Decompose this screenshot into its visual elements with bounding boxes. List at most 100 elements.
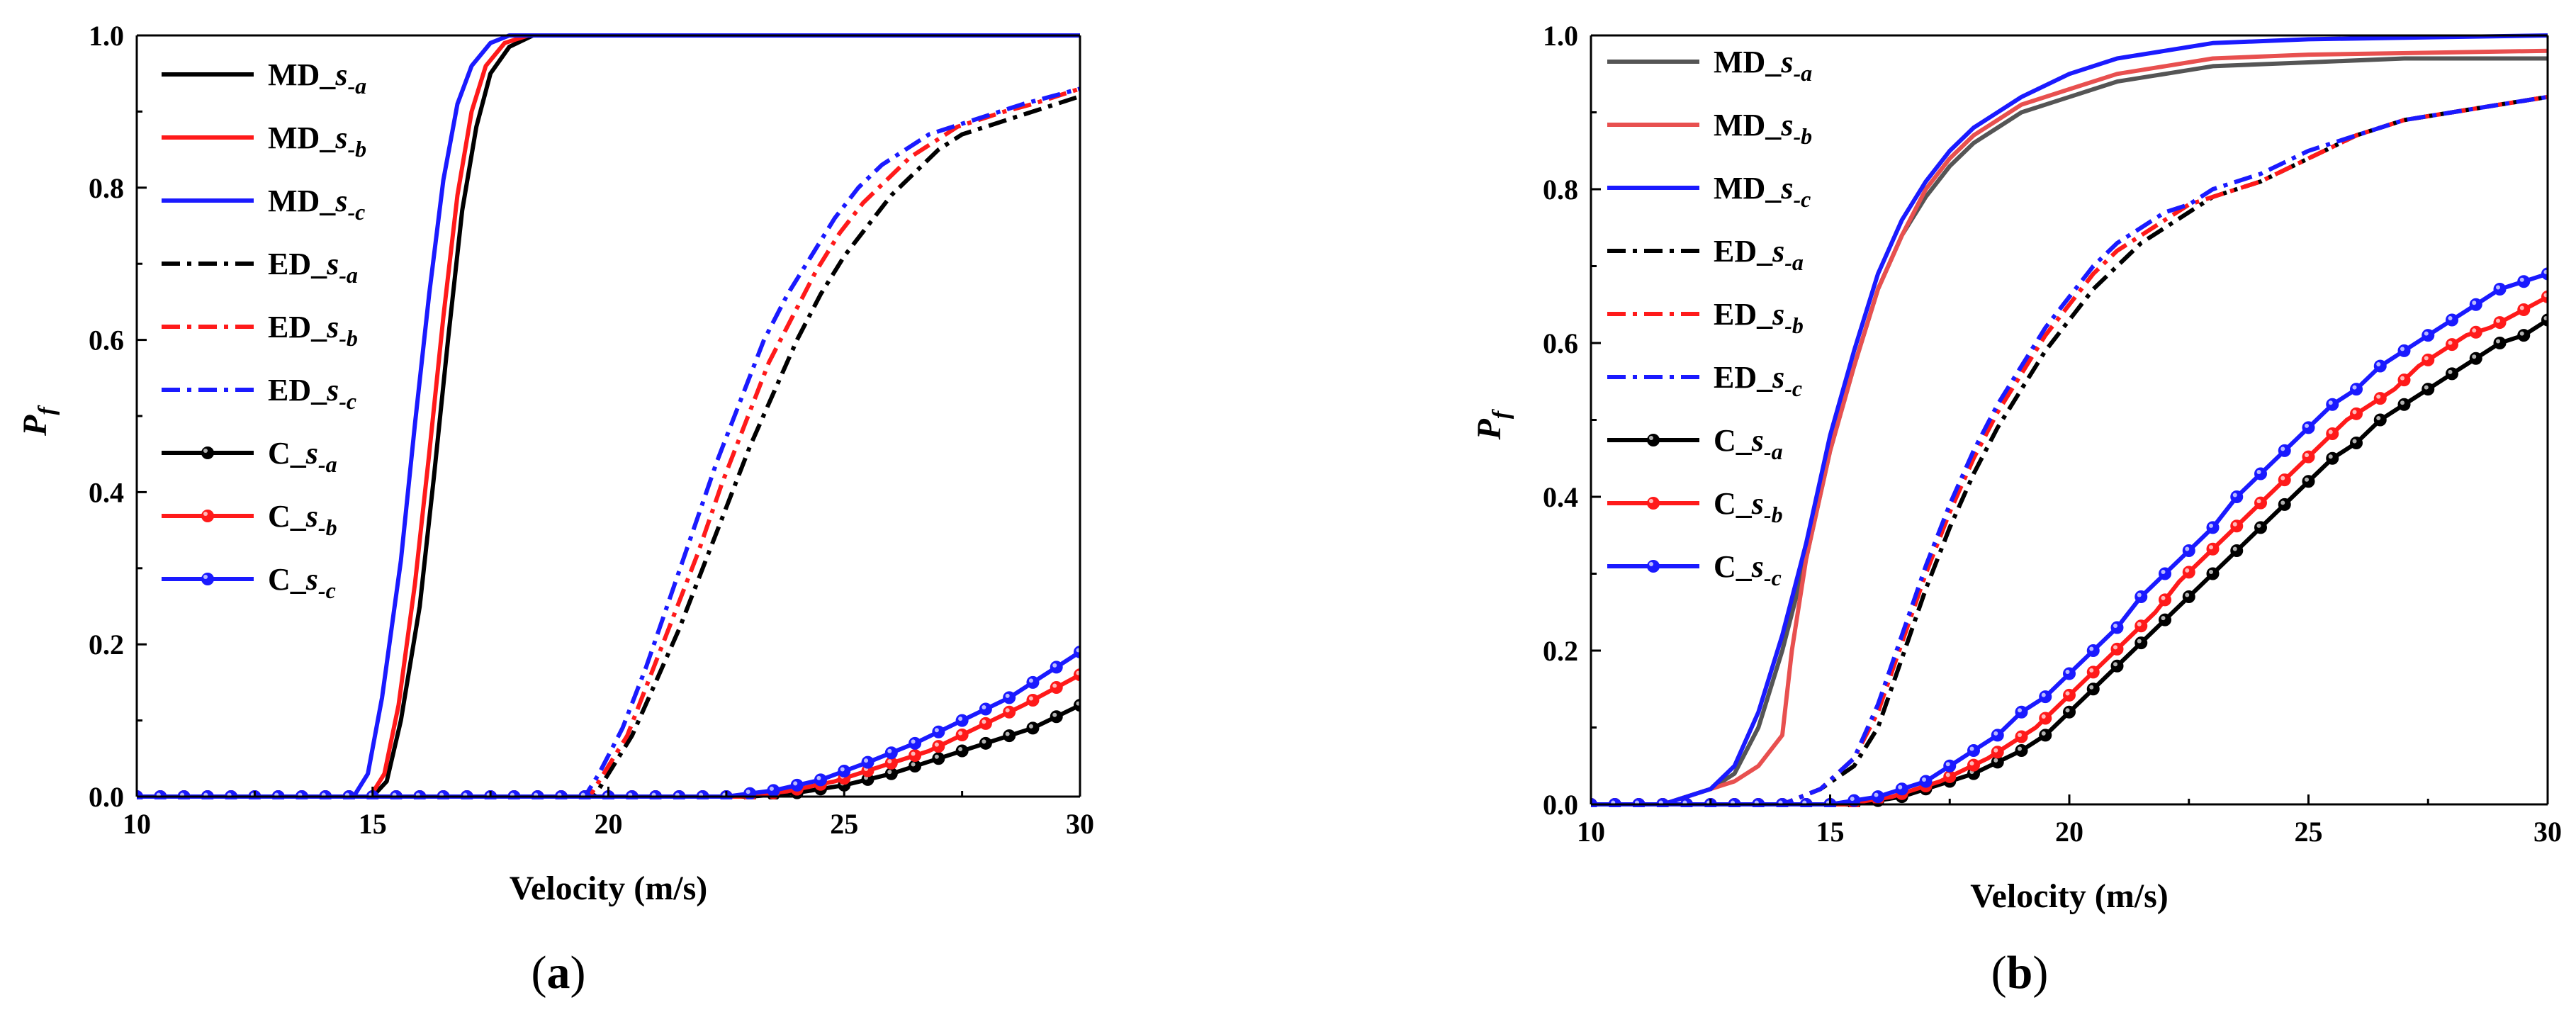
legend-subscript: -c bbox=[1784, 376, 1802, 401]
series-marker bbox=[2302, 421, 2315, 434]
legend-marker-highlight bbox=[1649, 436, 1653, 440]
series-marker bbox=[932, 740, 945, 753]
x-axis-label: Velocity (m/s) bbox=[510, 870, 708, 907]
series-marker bbox=[2422, 383, 2435, 396]
marker-highlight bbox=[2305, 423, 2309, 428]
legend-subscript: -a bbox=[1764, 439, 1783, 464]
y-label-main: P bbox=[1470, 419, 1508, 441]
marker-highlight bbox=[2376, 416, 2381, 420]
marker-highlight bbox=[2185, 546, 2190, 551]
y-tick-label: 1.0 bbox=[89, 20, 124, 52]
series-marker bbox=[2326, 398, 2339, 411]
y-axis-label: Pf bbox=[1470, 408, 1514, 440]
legend-prefix: MD_ bbox=[1714, 171, 1782, 206]
marker-highlight bbox=[2519, 331, 2524, 336]
marker-highlight bbox=[2400, 347, 2405, 352]
marker-highlight bbox=[2400, 400, 2405, 405]
marker-highlight bbox=[934, 742, 939, 747]
legend-label: ED_s-b bbox=[1714, 297, 1804, 338]
marker-highlight bbox=[911, 751, 916, 756]
marker-highlight bbox=[2376, 394, 2381, 399]
legend-subscript: -a bbox=[347, 73, 366, 99]
series-marker bbox=[2446, 367, 2458, 381]
y-label-main: P bbox=[16, 415, 54, 437]
marker-highlight bbox=[958, 731, 963, 736]
series-line-md-s-c bbox=[137, 33, 1080, 799]
series-marker bbox=[1050, 681, 1063, 695]
marker-highlight bbox=[2232, 546, 2237, 551]
x-tick-label: 30 bbox=[2533, 816, 2562, 848]
series-marker bbox=[2302, 450, 2315, 463]
legend-subscript: -c bbox=[339, 388, 356, 414]
x-tick-label: 20 bbox=[595, 808, 623, 840]
legend-symbol: s bbox=[305, 436, 318, 471]
legend-symbol: s bbox=[1780, 108, 1793, 142]
marker-highlight bbox=[2041, 731, 2046, 736]
series-marker bbox=[2086, 644, 2100, 657]
legend-symbol: s bbox=[1772, 297, 1784, 332]
legend-label: ED_s-a bbox=[268, 247, 358, 288]
caption-letter: a bbox=[547, 947, 570, 999]
marker-highlight bbox=[2161, 570, 2166, 574]
marker-highlight bbox=[958, 717, 963, 721]
legend-label: MD_s-a bbox=[1714, 45, 1812, 86]
legend-symbol: s bbox=[326, 247, 339, 281]
legend-marker-highlight bbox=[203, 512, 208, 516]
legend-prefix: ED_ bbox=[268, 247, 327, 281]
y-tick-label: 1.0 bbox=[1543, 20, 1578, 52]
legend-subscript: -a bbox=[1784, 249, 1804, 275]
marker-highlight bbox=[2280, 446, 2285, 451]
series-marker bbox=[2446, 338, 2458, 352]
y-tick-label: 0.2 bbox=[89, 629, 124, 661]
legend-prefix: C_ bbox=[1714, 549, 1753, 584]
marker-highlight bbox=[1028, 678, 1033, 683]
marker-highlight bbox=[2496, 285, 2500, 290]
series-marker bbox=[767, 784, 780, 797]
legend-label: ED_s-c bbox=[1714, 360, 1802, 401]
legend-label: MD_s-a bbox=[268, 57, 366, 99]
marker-highlight bbox=[1052, 663, 1057, 668]
marker-highlight bbox=[1922, 777, 1926, 782]
legend-label: MD_s-c bbox=[1714, 171, 1811, 212]
series-marker bbox=[2039, 712, 2052, 725]
legend-label: MD_s-b bbox=[1714, 108, 1812, 149]
series-line-md-s-c bbox=[1591, 33, 2548, 807]
y-axis-label: Pf bbox=[16, 405, 60, 437]
legend-prefix: MD_ bbox=[268, 57, 336, 92]
legend-marker bbox=[201, 446, 214, 459]
series-marker bbox=[1050, 710, 1063, 724]
marker-highlight bbox=[2472, 300, 2477, 305]
legend: MD_s-aMD_s-bMD_s-cED_s-aED_s-bED_s-cC_s-… bbox=[1607, 45, 1812, 590]
series-marker bbox=[2063, 705, 2076, 719]
series-marker bbox=[2230, 490, 2244, 503]
y-tick-label: 0.8 bbox=[1543, 174, 1578, 206]
series-marker bbox=[979, 717, 992, 730]
marker-highlight bbox=[2232, 522, 2237, 527]
series-marker bbox=[2063, 688, 2076, 702]
series-marker bbox=[2469, 352, 2482, 365]
marker-highlight bbox=[2018, 708, 2022, 713]
series-marker bbox=[2446, 313, 2458, 327]
legend-marker bbox=[1647, 434, 1660, 446]
series-marker bbox=[2326, 451, 2339, 465]
series-marker bbox=[2397, 344, 2411, 357]
marker-highlight bbox=[816, 775, 821, 780]
marker-highlight bbox=[1028, 696, 1033, 701]
series-marker bbox=[1003, 705, 1016, 719]
legend-marker-highlight bbox=[203, 575, 208, 579]
marker-highlight bbox=[2089, 646, 2094, 651]
marker-highlight bbox=[2519, 277, 2524, 282]
marker-highlight bbox=[2089, 668, 2094, 673]
legend-prefix: MD_ bbox=[1714, 45, 1782, 79]
legend-marker bbox=[201, 573, 214, 585]
series-marker bbox=[2063, 667, 2076, 680]
marker-highlight bbox=[840, 767, 845, 772]
y-tick-label: 0.4 bbox=[1543, 481, 1578, 513]
legend-label: MD_s-b bbox=[268, 120, 366, 162]
marker-highlight bbox=[2065, 691, 2070, 696]
series-marker bbox=[814, 773, 827, 787]
legend-label: ED_s-b bbox=[268, 310, 358, 351]
series-line-md-s-a bbox=[137, 33, 1080, 799]
series-marker bbox=[2469, 298, 2482, 311]
y-label-sub: f bbox=[1488, 408, 1514, 419]
